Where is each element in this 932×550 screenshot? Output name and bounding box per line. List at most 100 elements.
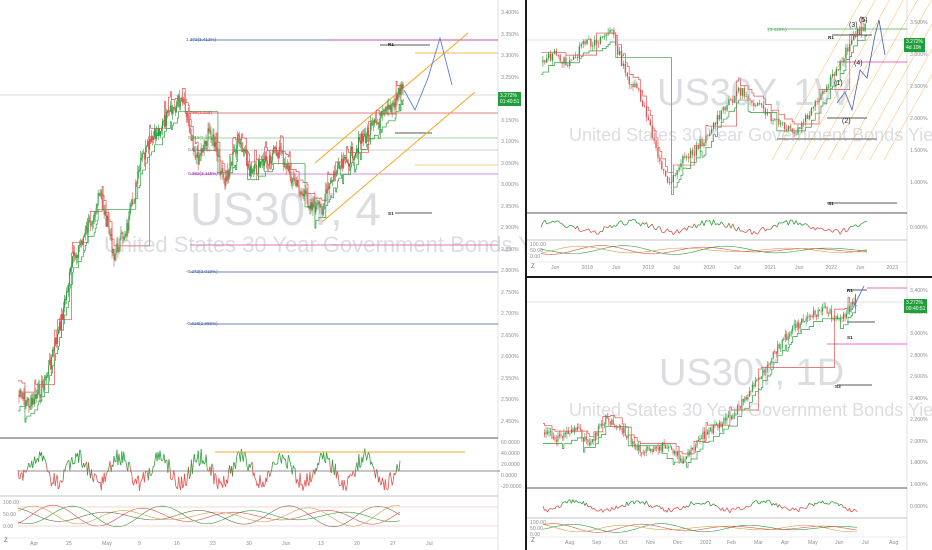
br-momentum-line xyxy=(585,502,589,507)
br-momentum-line xyxy=(577,501,580,503)
top-right-chart-pane[interactable]: US30Y, 1W United States 30 Year Governme… xyxy=(527,0,932,276)
br-momentum-line xyxy=(662,507,665,512)
br-candle-body xyxy=(789,333,791,337)
br-stoch-lines xyxy=(542,523,858,533)
left-candle-body xyxy=(353,158,355,160)
br-momentum-line xyxy=(829,501,832,504)
left-candle-body xyxy=(248,163,250,168)
tr-fan-line xyxy=(813,0,904,161)
top-right-price-axis[interactable]: 3.500% 3.000% 2.500% 2.000% 1.500% 1.000% xyxy=(907,0,932,276)
br-momentum-line xyxy=(614,505,617,510)
tr-momentum-line xyxy=(644,222,647,225)
left-candle-body xyxy=(190,133,192,141)
left-momentum-line xyxy=(291,465,294,475)
tr-momentum-line xyxy=(834,228,837,231)
wave-label-4: (4) xyxy=(854,60,863,67)
left-candle-body xyxy=(283,162,285,166)
left-candle-body xyxy=(329,183,331,189)
left-candle-body xyxy=(148,141,150,150)
tr-candle-body xyxy=(678,167,680,171)
tr-candle-body xyxy=(584,41,586,45)
pane-divider-horizontal[interactable] xyxy=(527,276,932,278)
tr-momentum-line xyxy=(600,230,603,233)
left-candle-body xyxy=(194,149,196,158)
left-candle-body xyxy=(85,226,87,230)
br-candle-body xyxy=(569,432,571,434)
left-candle-body xyxy=(256,164,258,174)
left-momentum-line xyxy=(271,462,274,470)
left-momentum-line xyxy=(236,453,238,460)
br-momentum-line xyxy=(560,502,563,507)
left-chart-canvas[interactable] xyxy=(0,0,525,550)
left-candle-body xyxy=(171,109,173,114)
br-momentum-line xyxy=(598,510,600,512)
left-candle-body xyxy=(146,145,148,148)
br-candle-body xyxy=(621,428,623,433)
left-candle-body xyxy=(250,165,252,176)
tr-candle-body xyxy=(544,60,546,63)
tr-candle-body xyxy=(839,61,841,71)
br-candle-body xyxy=(689,451,691,455)
left-price-axis[interactable]: 3.400%3.350%3.300%3.250%3.200%3.150%3.10… xyxy=(498,0,525,440)
tr-candle-body xyxy=(734,95,736,103)
tr-momentum-line xyxy=(629,219,632,221)
tr-price-tick: 1.000% xyxy=(910,180,928,186)
br-candle-body xyxy=(712,425,714,434)
br-candle-body xyxy=(668,447,670,448)
tr-momentum-line xyxy=(552,220,555,223)
tr-price-tick: 2.500% xyxy=(910,84,928,90)
left-momentum-line xyxy=(117,453,120,466)
left-candle-body xyxy=(289,165,291,178)
left-candle-body xyxy=(91,223,93,225)
br-candle-body xyxy=(641,452,643,454)
bottom-right-chart-pane[interactable]: US30Y, 1D United States 30 Year Governme… xyxy=(527,278,932,550)
tr-candle-body xyxy=(542,60,544,63)
tr-candle-body xyxy=(852,33,855,41)
left-candle-body xyxy=(207,128,209,142)
tr-candle-body xyxy=(709,133,711,137)
tr-candle-body xyxy=(695,145,698,156)
tr-candle-body xyxy=(563,57,565,64)
br-candle-body xyxy=(739,406,741,409)
br-momentum-line xyxy=(699,503,702,505)
left-candle-body xyxy=(321,206,323,215)
tr-time-tick: Jun xyxy=(551,265,560,271)
left-candle-body xyxy=(23,392,25,399)
left-momentum-line xyxy=(266,472,269,482)
br-candle-body xyxy=(633,441,635,447)
tr-candle-body xyxy=(728,99,730,106)
br-momentum-line xyxy=(805,506,808,509)
left-candle-body xyxy=(258,160,260,168)
tr-candle-body xyxy=(576,57,579,59)
tr-candle-body xyxy=(643,105,646,107)
left-momentum-line xyxy=(181,476,183,489)
top-right-chart-canvas[interactable] xyxy=(527,0,932,276)
br-candle-body xyxy=(576,426,578,430)
tr-candle-body xyxy=(555,50,558,55)
pane-divider-vertical[interactable] xyxy=(525,0,527,550)
left-candle-body xyxy=(154,128,156,138)
left-momentum-line xyxy=(279,453,281,459)
left-momentum-line xyxy=(104,475,107,482)
br-candle-body xyxy=(747,396,749,400)
br-candle-body xyxy=(763,369,765,373)
left-momentum-line xyxy=(139,482,141,491)
br-candle-body xyxy=(829,309,831,314)
tr-momentum-line xyxy=(567,225,571,228)
br-candle-body xyxy=(674,451,676,454)
left-candle-body xyxy=(334,171,336,176)
left-candle-body xyxy=(280,149,282,152)
br-osc2-tick: 0.00 xyxy=(530,532,541,538)
left-momentum-line xyxy=(191,462,194,474)
bottom-right-chart-canvas[interactable] xyxy=(527,278,932,550)
tr-momentum-line xyxy=(828,228,831,231)
left-osc2-tick: 0.00 xyxy=(3,524,14,530)
tr-momentum-line xyxy=(859,223,862,227)
left-candle-body xyxy=(118,251,120,252)
tr-candle-body xyxy=(772,120,774,122)
tr-momentum-line xyxy=(855,224,858,227)
br-momentum-line xyxy=(684,505,687,509)
tr-candle-body xyxy=(636,83,638,89)
left-candle-body xyxy=(202,150,204,153)
left-chart-pane[interactable]: US30Y, 4 United States 30 Year Governmen… xyxy=(0,0,525,550)
